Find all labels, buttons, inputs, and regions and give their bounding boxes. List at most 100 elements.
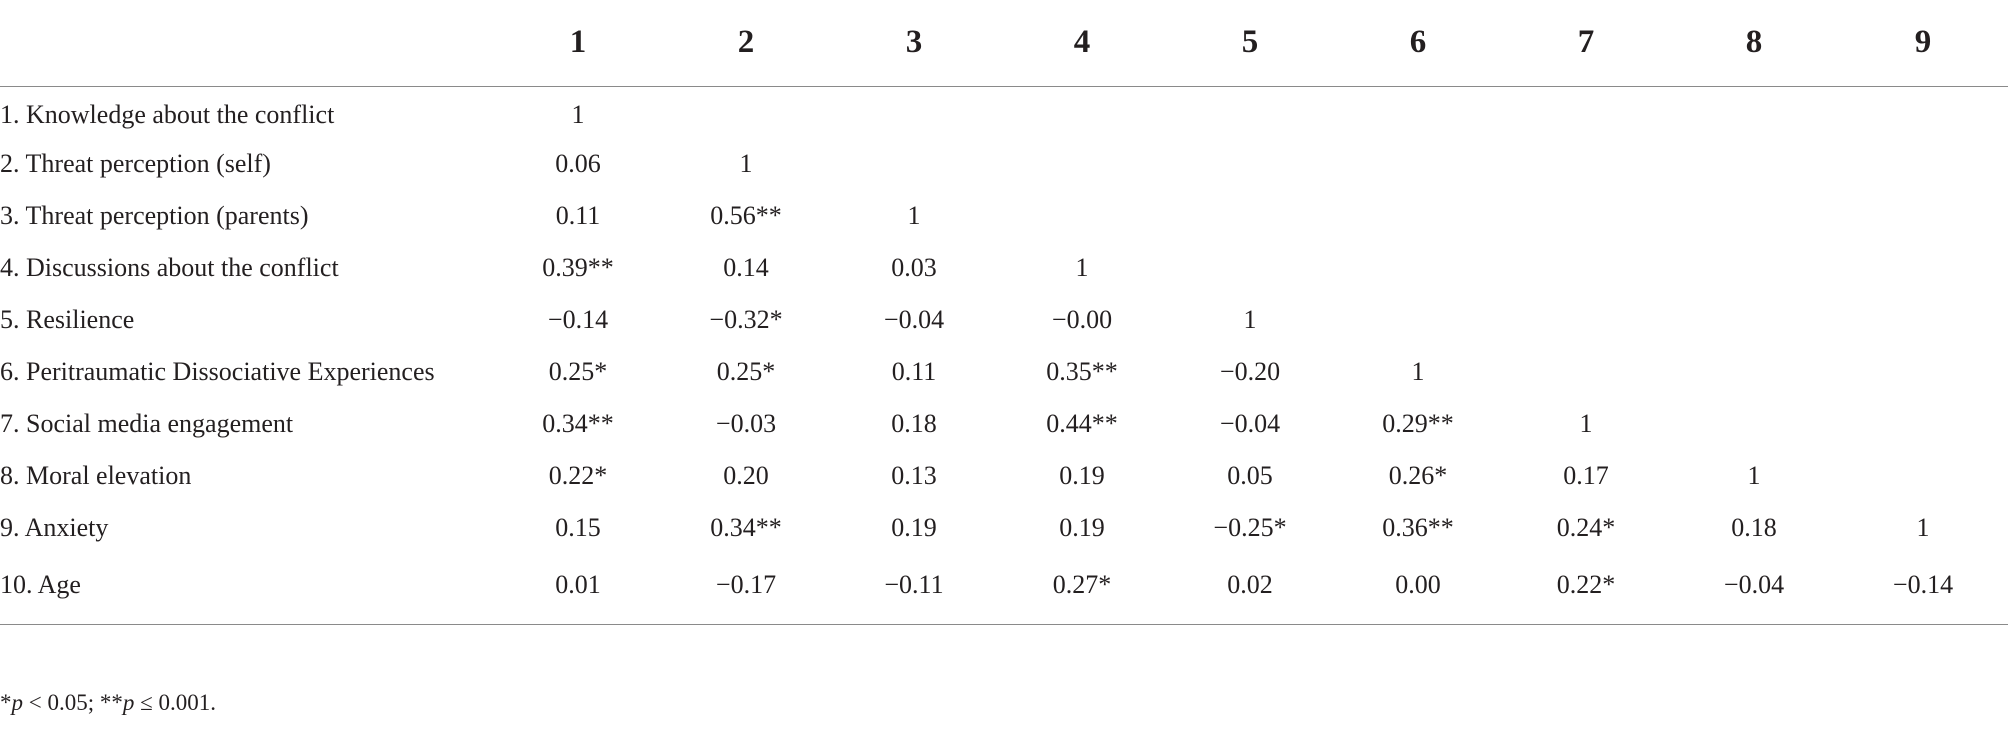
table-cell: −0.04	[1670, 554, 1838, 625]
table-cell: 0.15	[555, 513, 601, 542]
table-cell: 1	[739, 149, 753, 178]
table-cell: 0.34**	[542, 409, 614, 438]
table-cell	[998, 190, 1166, 242]
footnote-text: ≤ 0.001.	[134, 690, 216, 715]
table-cell: −0.04	[883, 305, 945, 334]
table-cell	[1166, 86, 1334, 138]
table-cell: 0.19	[1059, 513, 1105, 542]
table-cell	[1838, 138, 2008, 190]
table-cell	[1502, 242, 1670, 294]
table-row: 9. Anxiety 0.15 0.34** 0.19 0.19 −0.25* …	[0, 502, 2008, 554]
table-cell: 0.17	[1563, 461, 1609, 490]
column-header: 7	[1502, 0, 1670, 87]
table-cell: 0.19	[891, 513, 937, 542]
table-cell: 0.39**	[542, 253, 614, 282]
table-cell: 0.19	[1059, 461, 1105, 490]
table-cell	[1838, 294, 2008, 346]
table-cell: 0.00	[1334, 554, 1502, 625]
row-label: 5. Resilience	[0, 305, 135, 334]
table-cell: 0.26*	[1388, 461, 1448, 490]
table-cell	[1670, 398, 1838, 450]
table-row: 10. Age 0.01 −0.17 −0.11 0.27* 0.02 0.00…	[0, 554, 2008, 625]
table-row: 2. Threat perception (self) 0.06 1	[0, 138, 2008, 190]
table-cell: 0.34**	[710, 513, 782, 542]
column-header: 2	[662, 0, 830, 87]
table-row: 4. Discussions about the conflict 0.39**…	[0, 242, 2008, 294]
table-cell	[662, 86, 830, 138]
table-cell	[830, 138, 998, 190]
table-cell	[830, 86, 998, 138]
table-row: 8. Moral elevation 0.22* 0.20 0.13 0.19 …	[0, 450, 2008, 502]
footnote-symbol: **	[99, 690, 123, 715]
table-cell: 1	[1916, 513, 1930, 542]
table-cell	[1502, 190, 1670, 242]
table-cell	[1334, 86, 1502, 138]
table-cell	[1334, 242, 1502, 294]
table-cell: 0.11	[891, 357, 937, 386]
table-cell: 0.35**	[1046, 357, 1118, 386]
table-cell	[1502, 294, 1670, 346]
table-cell: 0.11	[555, 201, 601, 230]
column-header: 9	[1838, 0, 2008, 87]
table-cell: 1	[1747, 461, 1761, 490]
table-cell	[1670, 138, 1838, 190]
correlation-table-container: 1 2 3 4 5 6 7 8 9 1. Knowledge about the…	[0, 0, 2008, 625]
table-cell: −0.11	[830, 554, 998, 625]
table-cell: −0.00	[1051, 305, 1113, 334]
table-cell: 0.25*	[548, 357, 608, 386]
table-cell: 1	[571, 100, 585, 130]
table-cell	[1502, 138, 1670, 190]
table-cell	[1838, 242, 2008, 294]
table-cell: 1	[1579, 409, 1593, 438]
table-cell: 0.56**	[710, 201, 782, 230]
table-cell: −0.32*	[709, 305, 783, 334]
footnote-symbol: *	[0, 690, 12, 715]
table-cell	[1670, 242, 1838, 294]
table-cell: 0.02	[1166, 554, 1334, 625]
table-cell	[1838, 450, 2008, 502]
table-cell	[1166, 242, 1334, 294]
table-cell: 0.18	[1731, 513, 1777, 542]
row-label: 3. Threat perception (parents)	[0, 201, 309, 230]
table-cell	[998, 86, 1166, 138]
footnote-p-symbol: p	[122, 690, 135, 715]
table-cell	[1838, 398, 2008, 450]
table-cell: 0.22*	[548, 461, 608, 490]
row-label: 2. Threat perception (self)	[0, 149, 271, 178]
row-label: 9. Anxiety	[0, 513, 109, 542]
row-label: 7. Social media engagement	[0, 409, 294, 438]
table-cell: 1	[1075, 253, 1089, 282]
table-cell	[1838, 86, 2008, 138]
footnote-text: < 0.05;	[23, 690, 100, 715]
row-label: 10. Age	[0, 554, 494, 625]
table-cell	[1838, 346, 2008, 398]
table-cell: −0.03	[715, 409, 777, 438]
table-cell: 0.25*	[716, 357, 776, 386]
table-cell: −0.20	[1219, 357, 1281, 386]
table-cell: 0.27*	[998, 554, 1166, 625]
table-cell: 0.29**	[1382, 409, 1454, 438]
table-cell: 0.18	[891, 409, 937, 438]
column-header: 4	[998, 0, 1166, 87]
header-corner-cell	[0, 0, 494, 87]
row-label: 4. Discussions about the conflict	[0, 253, 339, 282]
table-cell: 1	[1411, 357, 1425, 386]
table-cell: 0.06	[555, 149, 601, 178]
correlation-table: 1 2 3 4 5 6 7 8 9 1. Knowledge about the…	[0, 0, 2008, 625]
column-header: 6	[1334, 0, 1502, 87]
table-body: 1. Knowledge about the conflict 1 2. Thr…	[0, 86, 2008, 625]
table-cell: 0.03	[891, 253, 937, 282]
table-cell: 0.13	[891, 461, 937, 490]
table-cell: −0.25*	[1213, 513, 1287, 542]
table-cell	[1670, 86, 1838, 138]
column-header: 3	[830, 0, 998, 87]
table-row: 3. Threat perception (parents) 0.11 0.56…	[0, 190, 2008, 242]
table-cell: −0.14	[547, 305, 609, 334]
table-footnote: *p < 0.05; **p ≤ 0.001.	[0, 690, 216, 716]
table-cell: 0.14	[723, 253, 769, 282]
table-row: 7. Social media engagement 0.34** −0.03 …	[0, 398, 2008, 450]
table-cell: 0.24*	[1556, 513, 1616, 542]
table-cell: −0.14	[1838, 554, 2008, 625]
column-header: 5	[1166, 0, 1334, 87]
table-cell: 0.22*	[1502, 554, 1670, 625]
